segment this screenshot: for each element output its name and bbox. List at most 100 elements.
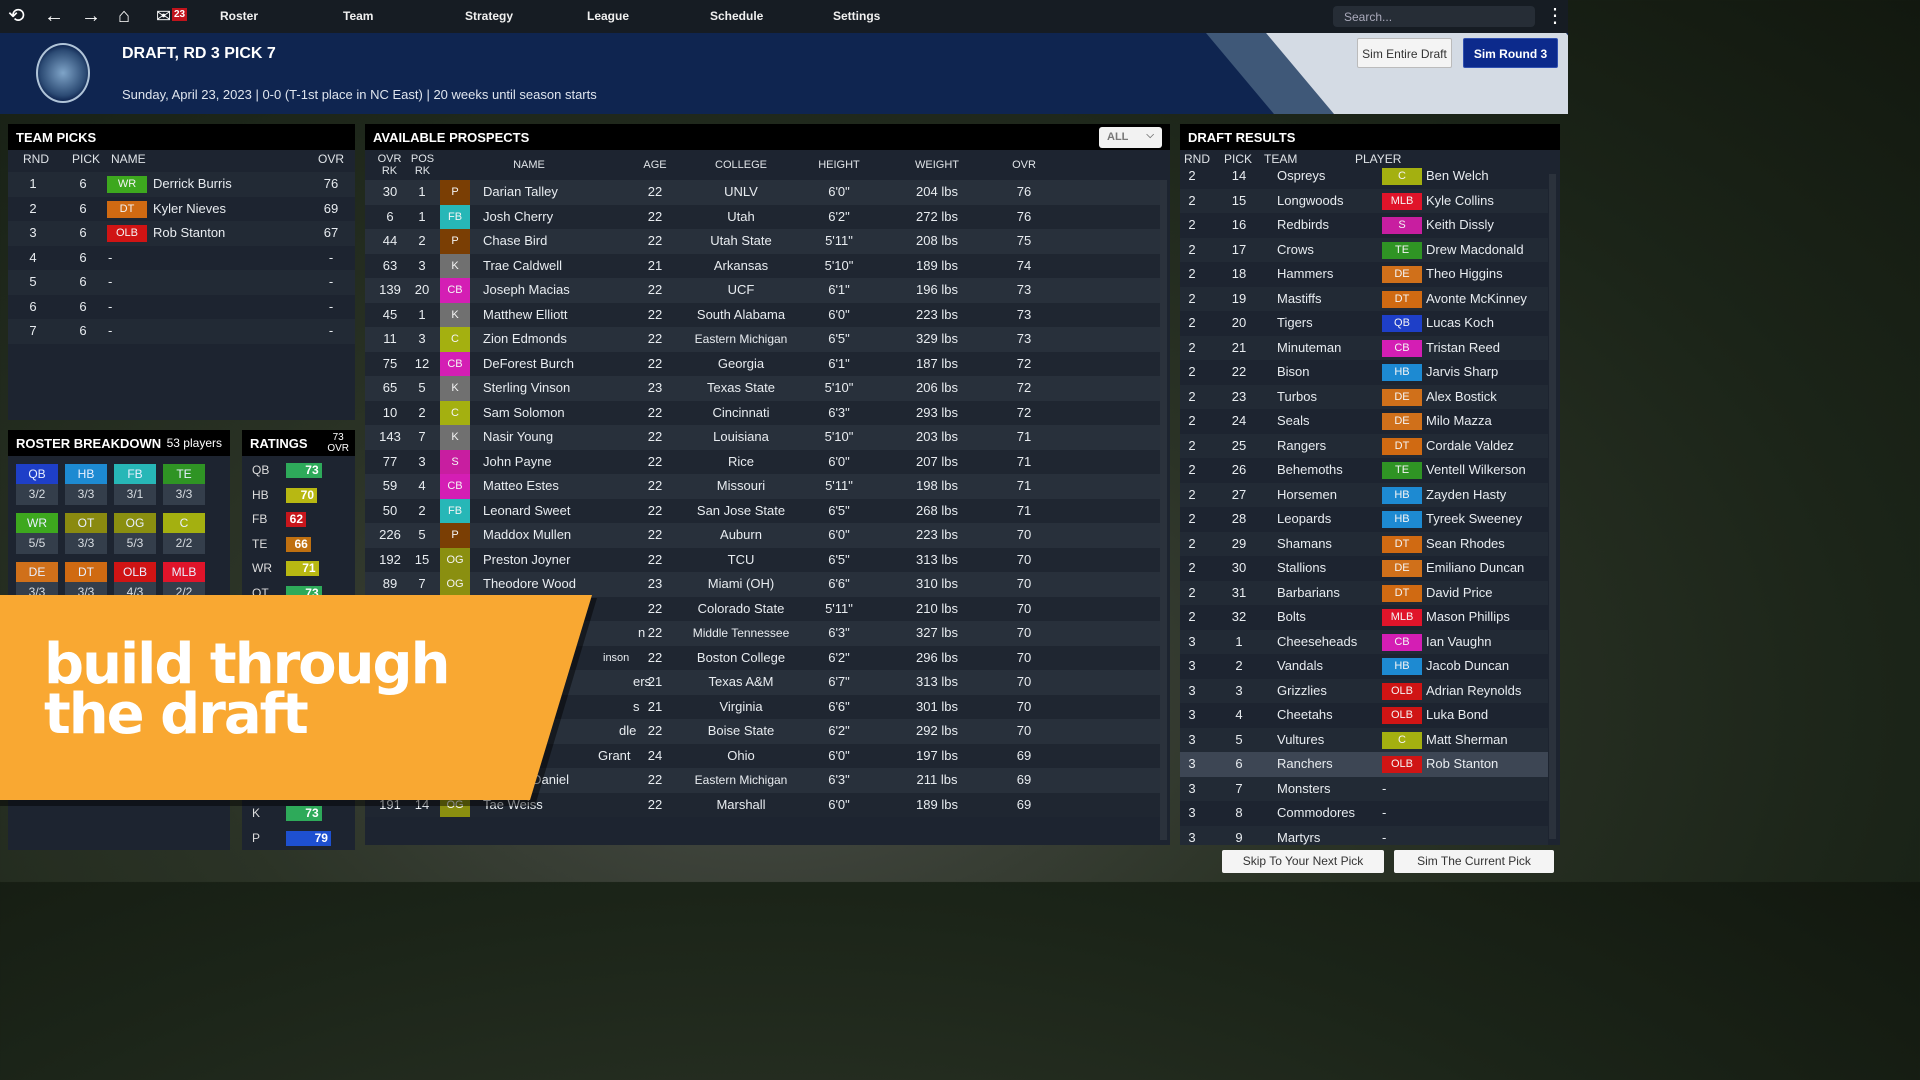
prospect-row[interactable]: 10 2 C Sam Solomon 22 Cincinnati 6'3" 293 lbs 72 bbox=[365, 400, 1160, 425]
team-pick-row[interactable]: 6 6 - - bbox=[8, 294, 355, 319]
weight: 296 lbs bbox=[916, 649, 958, 665]
prospect-row[interactable]: 50 2 FB Leonard Sweet 22 San Jose State 6'5" 26… bbox=[365, 498, 1160, 523]
prospect-row[interactable]: 143 7 K Nasir Young 22 Louisiana 5'10" 203 lbs 7… bbox=[365, 425, 1160, 450]
col-college[interactable]: COLLEGE bbox=[715, 159, 767, 171]
roster-position-te[interactable]: TE 3/3 bbox=[163, 464, 205, 505]
prospects-scrollbar[interactable] bbox=[1160, 180, 1167, 840]
draft-result-row[interactable]: 2 16 Redbirds S Keith Dissly bbox=[1180, 213, 1548, 238]
prospect-row[interactable]: 65 5 K Sterling Vinson 23 Texas State 5'10" 206… bbox=[365, 376, 1160, 401]
roster-position-hb[interactable]: HB 3/3 bbox=[65, 464, 107, 505]
skip-to-next-pick-button[interactable]: Skip To Your Next Pick bbox=[1222, 850, 1384, 873]
menu-team[interactable]: Team bbox=[343, 9, 374, 23]
home-icon[interactable]: ⌂ bbox=[118, 5, 131, 27]
draft-result-row[interactable]: 2 28 Leopards HB Tyreek Sweeney bbox=[1180, 507, 1548, 532]
sim-current-pick-button[interactable]: Sim The Current Pick bbox=[1394, 850, 1554, 873]
prospect-row[interactable]: 30 1 P Darian Talley 22 UNLV 6'0" 204 lbs 76 bbox=[365, 180, 1160, 205]
position-badge: DT bbox=[1382, 290, 1422, 308]
results-scrollbar[interactable] bbox=[1549, 174, 1556, 839]
sim-entire-draft-button[interactable]: Sim Entire Draft bbox=[1357, 38, 1452, 68]
draft-result-row[interactable]: 2 19 Mastiffs DT Avonte McKinney bbox=[1180, 286, 1548, 311]
position-filter-dropdown[interactable]: ALL ⌵ bbox=[1099, 127, 1162, 148]
draft-result-row[interactable]: 2 23 Turbos DE Alex Bostick bbox=[1180, 384, 1548, 409]
draft-result-row[interactable]: 3 5 Vultures C Matt Sherman bbox=[1180, 727, 1548, 752]
pick: 2 bbox=[1235, 658, 1243, 673]
age: 21 bbox=[647, 698, 663, 714]
draft-result-row[interactable]: 2 14 Ospreys C Ben Welch bbox=[1180, 167, 1548, 189]
team-pick-row[interactable]: 5 6 - - bbox=[8, 270, 355, 295]
player-ovr: 67 bbox=[323, 225, 339, 240]
prospect-row[interactable]: 45 1 K Matthew Elliott 22 South Alabama 6'0" 22… bbox=[365, 302, 1160, 327]
draft-result-row[interactable]: 3 2 Vandals HB Jacob Duncan bbox=[1180, 654, 1548, 679]
draft-result-row[interactable]: 2 27 Horsemen HB Zayden Hasty bbox=[1180, 482, 1548, 507]
draft-result-row[interactable]: 3 4 Cheetahs OLB Luka Bond bbox=[1180, 703, 1548, 728]
draft-result-row[interactable]: 2 26 Behemoths TE Ventell Wilkerson bbox=[1180, 458, 1548, 483]
menu-settings[interactable]: Settings bbox=[833, 9, 881, 23]
roster-position-wr[interactable]: WR 5/5 bbox=[16, 513, 58, 554]
draft-result-row[interactable]: 2 18 Hammers DE Theo Higgins bbox=[1180, 262, 1548, 287]
draft-result-row[interactable]: 3 9 Martyrs - bbox=[1180, 825, 1548, 845]
menu-schedule[interactable]: Schedule bbox=[710, 9, 764, 23]
draft-result-row[interactable]: 2 22 Bison HB Jarvis Sharp bbox=[1180, 360, 1548, 385]
roster-position-fb[interactable]: FB 3/1 bbox=[114, 464, 156, 505]
col-name: NAME bbox=[111, 152, 146, 166]
search-input[interactable]: Search... bbox=[1333, 6, 1535, 27]
col-name[interactable]: NAME bbox=[513, 159, 545, 171]
draft-result-row[interactable]: 2 29 Shamans DT Sean Rhodes bbox=[1180, 531, 1548, 556]
draft-result-row[interactable]: 2 25 Rangers DT Cordale Valdez bbox=[1180, 433, 1548, 458]
team-pick-row[interactable]: 4 6 - - bbox=[8, 245, 355, 270]
menu-roster[interactable]: Roster bbox=[220, 9, 259, 23]
back-arrow-icon[interactable]: ← bbox=[44, 5, 64, 27]
menu-league[interactable]: League bbox=[587, 9, 630, 23]
draft-result-row[interactable]: 2 32 Bolts MLB Mason Phillips bbox=[1180, 605, 1548, 630]
history-icon[interactable]: ⟲ bbox=[8, 5, 25, 27]
sim-round-button[interactable]: Sim Round 3 bbox=[1463, 38, 1558, 68]
draft-result-row[interactable]: 2 15 Longwoods MLB Kyle Collins bbox=[1180, 188, 1548, 213]
team-name: Redbirds bbox=[1277, 217, 1330, 232]
prospect-row[interactable]: 139 20 CB Joseph Macias 22 UCF 6'1" 196 lbs 73 bbox=[365, 278, 1160, 303]
draft-result-row[interactable]: 3 1 Cheeseheads CB Ian Vaughn bbox=[1180, 629, 1548, 654]
draft-result-row[interactable]: 2 24 Seals DE Milo Mazza bbox=[1180, 409, 1548, 434]
prospect-row[interactable]: 75 12 CB DeForest Burch 22 Georgia 6'1" 187 lbs… bbox=[365, 351, 1160, 376]
draft-result-row[interactable]: 2 31 Barbarians DT David Price bbox=[1180, 580, 1548, 605]
prospect-name: Theodore Wood bbox=[483, 576, 576, 591]
ovr-rank: 44 bbox=[382, 233, 398, 248]
col-height[interactable]: HEIGHT bbox=[818, 159, 860, 171]
prospect-row[interactable]: 77 3 S John Payne 22 Rice 6'0" 207 lbs 71 bbox=[365, 449, 1160, 474]
draft-result-row[interactable]: 2 17 Crows TE Drew Macdonald bbox=[1180, 237, 1548, 262]
prospect-row[interactable]: 192 15 OG Preston Joyner 22 TCU 6'5" 313 lbs 70 bbox=[365, 547, 1160, 572]
col-weight[interactable]: WEIGHT bbox=[915, 159, 959, 171]
col-ovr-rk[interactable]: OVR RK bbox=[377, 153, 402, 177]
col-age[interactable]: AGE bbox=[643, 159, 667, 171]
position-badge: CB bbox=[440, 474, 470, 499]
forward-arrow-icon[interactable]: → bbox=[81, 5, 101, 27]
prospect-row[interactable]: 59 4 CB Matteo Estes 22 Missouri 5'11" 198 lbs 7… bbox=[365, 474, 1160, 499]
draft-result-row[interactable]: 3 8 Commodores - bbox=[1180, 801, 1548, 826]
prospect-row[interactable]: 6 1 FB Josh Cherry 22 Utah 6'2" 272 lbs 76 bbox=[365, 204, 1160, 229]
roster-position-qb[interactable]: QB 3/2 bbox=[16, 464, 58, 505]
roster-position-ot[interactable]: OT 3/3 bbox=[65, 513, 107, 554]
draft-result-row[interactable]: 3 6 Ranchers OLB Rob Stanton bbox=[1180, 752, 1548, 777]
col-ovr[interactable]: OVR bbox=[1012, 159, 1036, 171]
menu-strategy[interactable]: Strategy bbox=[465, 9, 514, 23]
prospect-row[interactable]: 44 2 P Chase Bird 22 Utah State 5'11" 208 lbs 75 bbox=[365, 229, 1160, 254]
draft-result-row[interactable]: 3 3 Grizzlies OLB Adrian Reynolds bbox=[1180, 678, 1548, 703]
prospect-row[interactable]: 11 3 C Zion Edmonds 22 Eastern Michigan 6'5" 32… bbox=[365, 327, 1160, 352]
team-pick-row[interactable]: 3 6 OLB Rob Stanton 67 bbox=[8, 221, 355, 246]
roster-position-og[interactable]: OG 5/3 bbox=[114, 513, 156, 554]
ovr-rank: 10 bbox=[382, 404, 398, 420]
draft-result-row[interactable]: 2 30 Stallions DE Emiliano Duncan bbox=[1180, 556, 1548, 581]
team-pick-row[interactable]: 1 6 WR Derrick Burris 76 bbox=[8, 172, 355, 197]
team-pick-row[interactable]: 7 6 - - bbox=[8, 319, 355, 344]
roster-position-c[interactable]: C 2/2 bbox=[163, 513, 205, 554]
col-pos-rk[interactable]: POS RK bbox=[410, 153, 435, 177]
draft-result-row[interactable]: 3 7 Monsters - bbox=[1180, 776, 1548, 801]
prospect-row[interactable]: 63 3 K Trae Caldwell 21 Arkansas 5'10" 189 lbs 7… bbox=[365, 253, 1160, 278]
draft-result-row[interactable]: 2 21 Minuteman CB Tristan Reed bbox=[1180, 335, 1548, 360]
draft-result-row[interactable]: 2 20 Tigers QB Lucas Koch bbox=[1180, 311, 1548, 336]
prospect-row[interactable]: 226 5 P Maddox Mullen 22 Auburn 6'0" 223 lbs 70 bbox=[365, 523, 1160, 548]
mail-icon[interactable]: ✉ bbox=[156, 6, 172, 26]
more-menu-icon[interactable]: ⋮ bbox=[1545, 5, 1565, 27]
team-pick-row[interactable]: 2 6 DT Kyler Nieves 69 bbox=[8, 196, 355, 221]
prospect-row[interactable]: 89 7 OG Theodore Wood 23 Miami (OH) 6'6" 310 lb… bbox=[365, 572, 1160, 597]
ovr: 70 bbox=[1016, 674, 1032, 689]
